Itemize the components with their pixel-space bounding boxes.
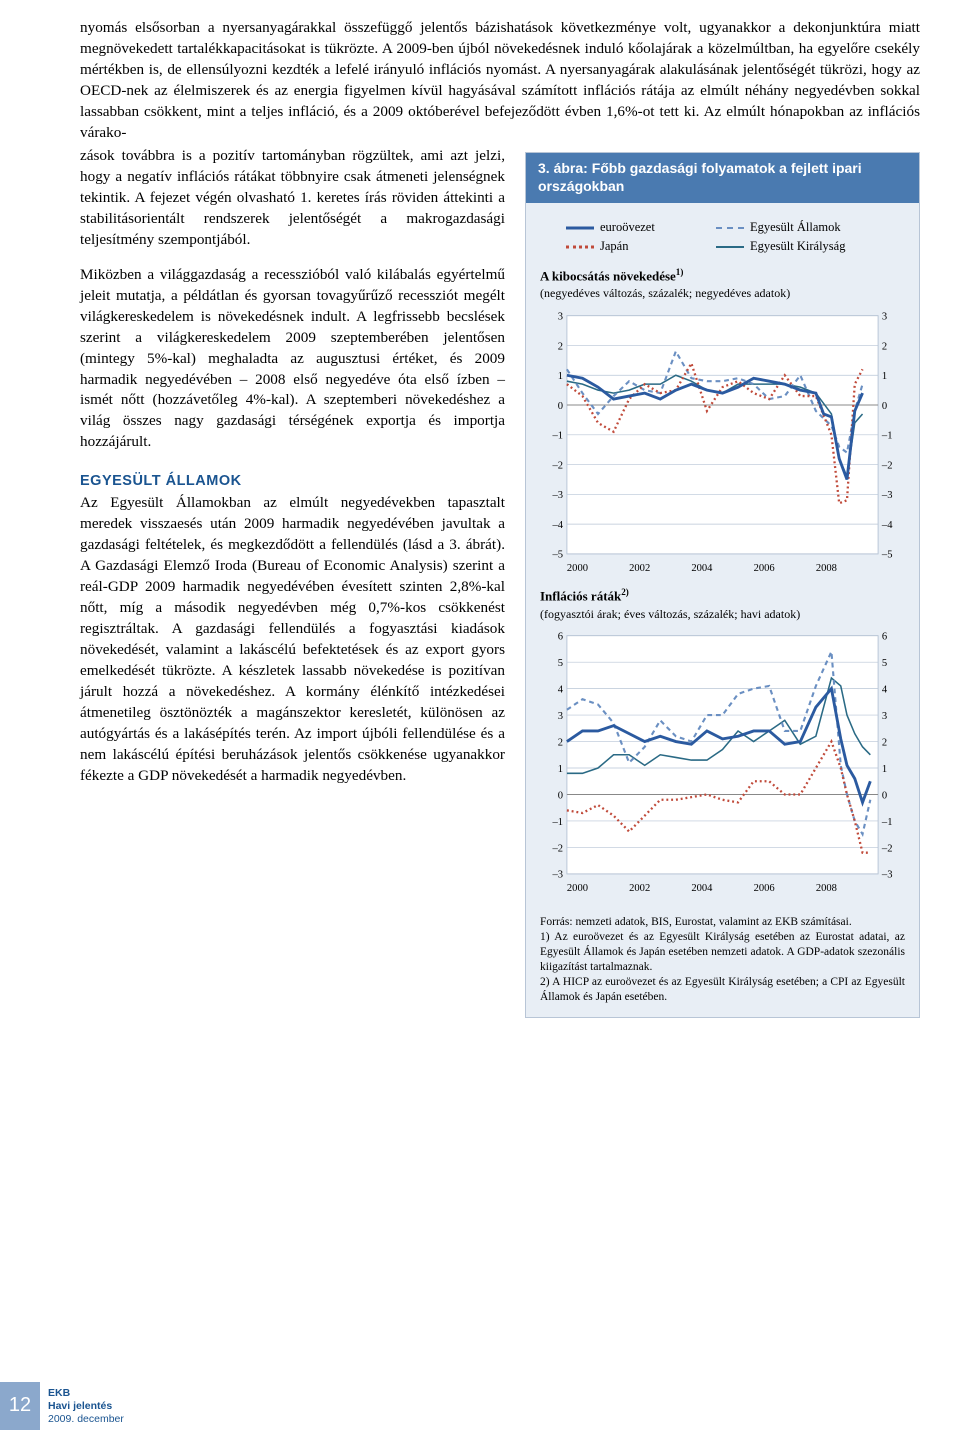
panel2-svg: –3 –3 –2 –2 –1 –1 0 0 1 1 2 2 3 3 4 4 5 5 6 6 2000 2002 2004 20… [540, 628, 905, 897]
svg-text:4: 4 [882, 685, 888, 696]
legend-euro: euroövezet [566, 219, 716, 236]
svg-text:–5: –5 [881, 549, 893, 560]
svg-text:–2: –2 [881, 844, 893, 855]
svg-text:–3: –3 [881, 490, 893, 501]
panel2-title: Inflációs ráták2) [540, 586, 905, 605]
svg-text:0: 0 [558, 400, 563, 411]
svg-text:1: 1 [558, 371, 563, 382]
svg-text:2006: 2006 [754, 883, 775, 894]
svg-text:0: 0 [882, 791, 887, 802]
svg-text:6: 6 [882, 632, 887, 643]
footer-line2: Havi jelentés [48, 1400, 124, 1413]
body-paragraph-2: zások továbbra is a pozitív tartományban… [80, 146, 505, 251]
svg-text:–1: –1 [552, 430, 564, 441]
svg-text:–2: –2 [552, 460, 564, 471]
svg-text:–4: –4 [881, 519, 893, 530]
panel1-svg: –5 –5 –4 –4 –3 –3 –2 –2 –1 –1 0 0 1 1 2 2 3 3 2000 2002 2004… [540, 308, 905, 577]
panel1-note: (negyedéves változás, százalék; negyedév… [540, 285, 905, 302]
page-number: 12 [0, 1382, 40, 1430]
svg-text:2000: 2000 [567, 563, 588, 574]
svg-text:3: 3 [558, 711, 563, 722]
body-paragraph-3: Miközben a világgazdaság a recesszióból … [80, 265, 505, 454]
svg-text:–5: –5 [552, 549, 564, 560]
svg-text:6: 6 [558, 632, 563, 643]
svg-text:2: 2 [882, 341, 887, 352]
svg-text:–1: –1 [552, 817, 564, 828]
footer-line3: 2009. december [48, 1413, 124, 1426]
chart-title: 3. ábra: Főbb gazdasági folyamatok a fej… [526, 153, 919, 203]
svg-text:–1: –1 [881, 817, 893, 828]
svg-text:2000: 2000 [567, 883, 588, 894]
svg-text:3: 3 [882, 711, 887, 722]
svg-text:–3: –3 [552, 870, 564, 881]
svg-text:1: 1 [882, 371, 887, 382]
body-paragraph-4: Az Egyesült Államokban az elmúlt negyedé… [80, 493, 505, 787]
svg-text:3: 3 [558, 311, 563, 322]
svg-text:1: 1 [882, 764, 887, 775]
svg-text:–2: –2 [552, 844, 564, 855]
svg-text:–3: –3 [552, 490, 564, 501]
svg-text:3: 3 [882, 311, 887, 322]
svg-text:–4: –4 [552, 519, 564, 530]
chart-source-note: Forrás: nemzeti adatok, BIS, Eurostat, v… [526, 907, 919, 1017]
svg-text:2008: 2008 [816, 563, 837, 574]
legend-uk: Egyesült Királyság [716, 238, 905, 255]
panel2-note: (fogyasztói árak; éves változás, százalé… [540, 606, 905, 623]
body-paragraph-1: nyomás elsősorban a nyersanyagárakkal ös… [80, 18, 920, 144]
footer-line1: EKB [48, 1387, 124, 1400]
legend-us: Egyesült Államok [716, 219, 905, 236]
svg-text:–2: –2 [881, 460, 893, 471]
svg-text:–1: –1 [881, 430, 893, 441]
svg-text:5: 5 [558, 658, 563, 669]
svg-text:2004: 2004 [691, 883, 713, 894]
svg-text:0: 0 [558, 791, 563, 802]
svg-text:2: 2 [882, 738, 887, 749]
chart-figure-3: 3. ábra: Főbb gazdasági folyamatok a fej… [525, 152, 920, 1018]
svg-text:2008: 2008 [816, 883, 837, 894]
svg-text:2002: 2002 [629, 883, 650, 894]
panel1-title: A kibocsátás növekedése1) [540, 266, 905, 285]
svg-text:0: 0 [882, 400, 887, 411]
section-heading-us: EGYESÜLT ÁLLAMOK [80, 471, 505, 491]
svg-text:2002: 2002 [629, 563, 650, 574]
svg-text:2: 2 [558, 341, 563, 352]
legend-japan: Japán [566, 238, 716, 255]
svg-text:1: 1 [558, 764, 563, 775]
svg-text:2006: 2006 [754, 563, 775, 574]
chart-legend: euroövezet Egyesült Államok Japán Egyesü… [566, 219, 905, 256]
page-footer: 12 EKB Havi jelentés 2009. december [0, 1382, 124, 1430]
svg-text:2004: 2004 [691, 563, 713, 574]
svg-text:5: 5 [882, 658, 887, 669]
svg-text:–3: –3 [881, 870, 893, 881]
svg-text:2: 2 [558, 738, 563, 749]
svg-text:4: 4 [558, 685, 564, 696]
